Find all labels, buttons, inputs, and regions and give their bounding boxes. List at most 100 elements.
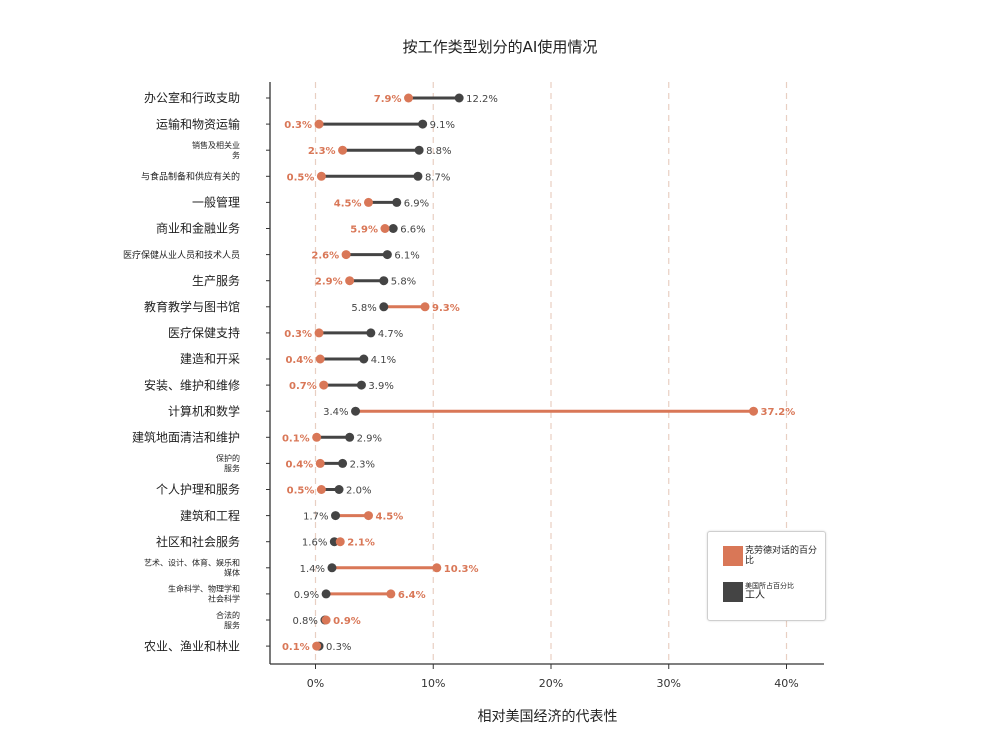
workers-dot [392,197,402,207]
workers-value-label: 3.9% [368,381,393,392]
legend-swatch-claude [723,546,743,566]
workers-dot [388,224,398,233]
claude-dot [404,93,414,103]
workers-value-label: 6.6% [400,225,425,236]
claude-dot [314,328,324,338]
legend-item-claude: 克劳德对话的百分比 [723,546,823,566]
claude-value-label: 2.3% [308,146,336,157]
x-tick-label: 0% [307,677,324,690]
claude-value-label: 7.9% [374,94,402,105]
category-label: 计算机和数学 [168,403,240,418]
claude-value-label: 0.5% [287,172,315,183]
claude-dot [321,615,331,625]
claude-dot [363,511,373,521]
category-label: 社会科学 [208,594,240,604]
claude-dot [363,197,373,207]
category-label: 农业、渔业和林业 [144,639,240,653]
category-label: 教育教学与图书馆 [144,299,240,314]
category-label: 安装、维护和维修 [144,377,240,392]
workers-value-label: 5.8% [351,303,376,314]
category-label: 医疗保健从业人员和技术人员 [123,249,240,261]
category-label: 服务 [224,620,240,630]
legend: 克劳德对话的百分比 美国所占百分比 工人 [707,531,826,621]
claude-dot [312,641,322,651]
workers-dot [414,145,424,155]
x-tick-label: 30% [657,677,681,690]
claude-dot [338,145,348,155]
claude-value-label: 9.3% [432,303,460,314]
claude-dot [312,432,322,442]
claude-dot [432,563,442,573]
category-label: 生产服务 [192,273,240,288]
workers-value-label: 8.8% [426,146,451,157]
workers-value-label: 0.8% [293,616,318,627]
workers-value-label: 2.9% [357,433,382,444]
claude-dot [315,458,325,468]
workers-value-label: 6.9% [404,198,429,209]
category-label: 服务 [224,463,240,473]
workers-dot [345,432,355,442]
claude-value-label: 0.1% [282,642,310,653]
category-label: 与食品制备和供应有关的 [141,170,240,182]
category-label: 生命科学、物理学和 [168,584,240,594]
workers-value-label: 0.3% [326,642,351,653]
workers-dot [327,563,337,573]
claude-dot [314,119,324,129]
claude-dot [386,589,396,599]
legend-label-workers-small: 美国所占百分比 [745,582,794,590]
claude-value-label: 4.5% [334,198,362,209]
workers-value-label: 0.9% [294,590,319,601]
claude-dot [315,354,325,364]
workers-value-label: 1.4% [300,564,325,575]
claude-value-label: 5.9% [350,225,378,236]
workers-value-label: 6.1% [394,251,419,262]
claude-value-label: 0.9% [333,616,361,627]
legend-item-workers: 美国所占百分比 工人 [723,582,825,602]
x-tick-label: 40% [774,677,798,690]
chart-title: 按工作类型划分的AI使用情况 [402,38,598,56]
workers-value-label: 2.3% [350,459,375,470]
claude-value-label: 0.7% [289,381,317,392]
workers-dot [454,93,464,103]
workers-value-label: 8.7% [425,172,450,183]
workers-value-label: 1.6% [302,538,327,549]
workers-value-label: 5.8% [391,277,416,288]
claude-dot [420,302,430,312]
legend-label-claude: 克劳德对话的百分比 [745,546,818,566]
workers-value-label: 12.2% [466,94,498,105]
claude-dot [749,406,759,416]
claude-dot [316,485,326,494]
category-label: 一般管理 [192,195,240,210]
claude-value-label: 0.3% [284,329,312,340]
workers-dot [413,171,423,181]
category-label: 个人护理和服务 [156,482,240,497]
claude-value-label: 2.6% [311,251,339,262]
workers-dot [418,119,428,129]
claude-dot [345,276,355,286]
category-label: 社区和社会服务 [156,534,240,549]
claude-value-label: 4.5% [375,512,403,523]
claude-value-label: 2.9% [315,277,343,288]
category-label: 合法的 [216,610,240,620]
claude-value-label: 37.2% [761,407,796,418]
workers-dot [382,250,392,260]
x-axis-label: 相对美国经济的代表性 [477,709,618,725]
category-label: 商业和金融业务 [156,221,240,236]
claude-value-label: 0.5% [287,486,315,497]
workers-value-label: 1.7% [303,512,328,523]
category-label: 医疗保健支持 [168,325,240,340]
workers-value-label: 9.1% [430,120,455,131]
claude-value-label: 0.4% [285,459,313,470]
claude-value-label: 0.3% [284,120,312,131]
workers-dot [359,354,369,364]
workers-dot [351,406,361,416]
category-label: 建筑地面清洁和维护 [132,430,240,445]
category-label: 媒体 [224,568,240,578]
workers-dot [338,458,348,468]
claude-value-label: 0.4% [285,355,313,366]
claude-dot [341,250,351,260]
workers-dot [321,589,331,599]
legend-label-workers: 工人 [745,590,765,601]
workers-value-label: 4.1% [371,355,396,366]
